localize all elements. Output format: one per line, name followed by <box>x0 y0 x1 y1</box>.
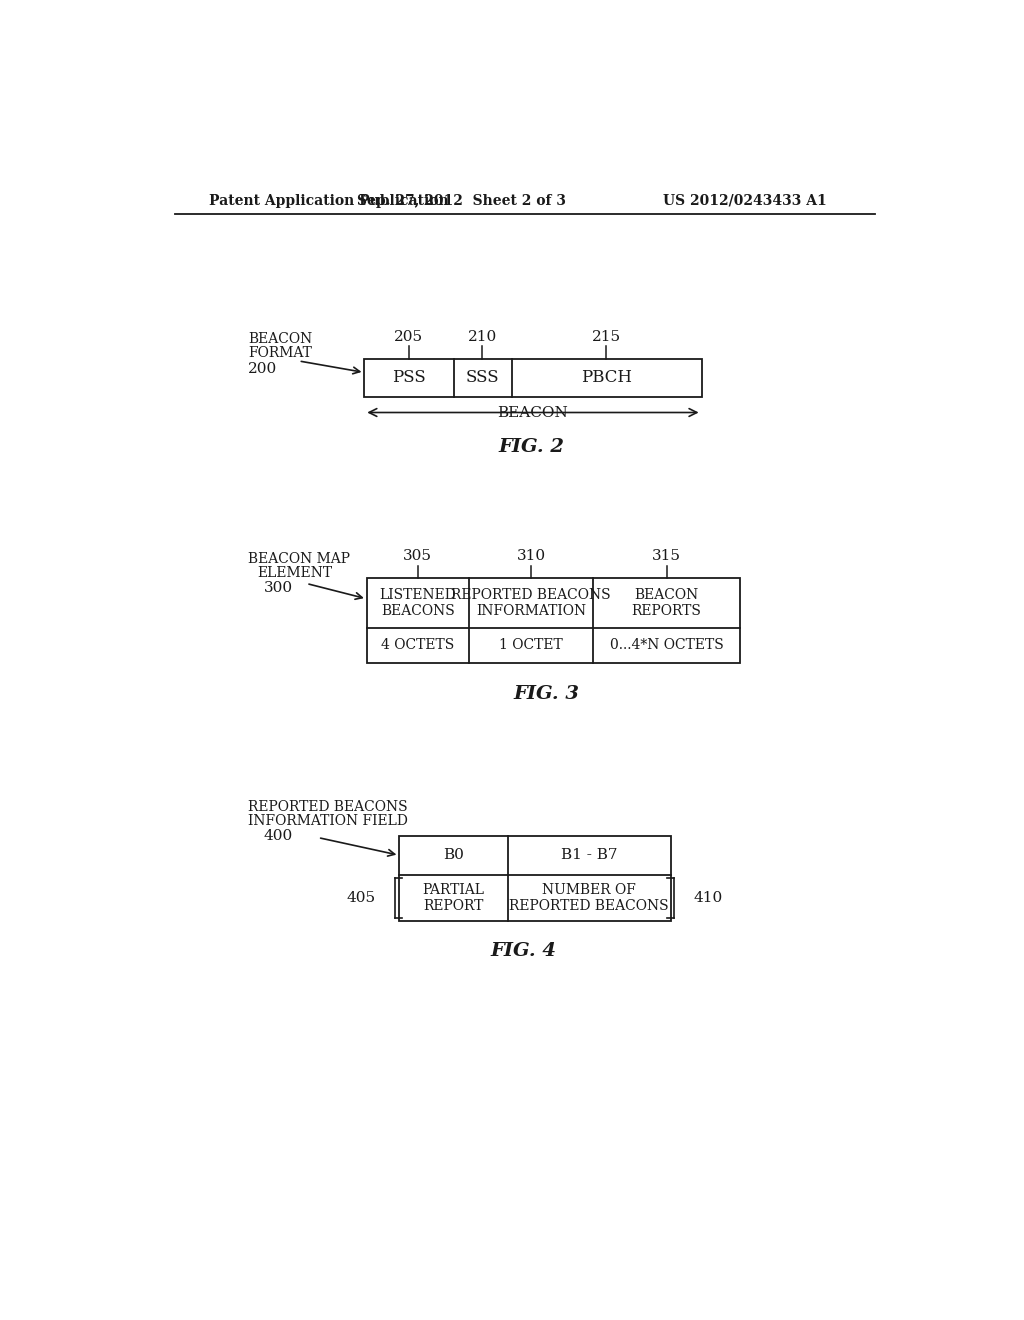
Text: Sep. 27, 2012  Sheet 2 of 3: Sep. 27, 2012 Sheet 2 of 3 <box>356 194 565 207</box>
Text: 315: 315 <box>652 549 681 564</box>
Text: 300: 300 <box>263 581 293 595</box>
Text: NUMBER OF
REPORTED BEACONS: NUMBER OF REPORTED BEACONS <box>509 883 669 912</box>
Text: FIG. 4: FIG. 4 <box>490 942 556 961</box>
Text: B1 - B7: B1 - B7 <box>561 849 617 862</box>
Text: ELEMENT: ELEMENT <box>257 566 333 579</box>
Text: REPORTED BEACONS
INFORMATION: REPORTED BEACONS INFORMATION <box>452 587 610 618</box>
Text: FIG. 2: FIG. 2 <box>498 438 564 457</box>
Text: BEACON
REPORTS: BEACON REPORTS <box>632 587 701 618</box>
Text: FORMAT: FORMAT <box>248 346 312 360</box>
Text: US 2012/0243433 A1: US 2012/0243433 A1 <box>663 194 826 207</box>
Text: BEACON: BEACON <box>498 407 568 420</box>
Text: FIG. 3: FIG. 3 <box>513 685 580 702</box>
Text: 4 OCTETS: 4 OCTETS <box>381 639 455 652</box>
Text: 1 OCTET: 1 OCTET <box>499 639 563 652</box>
Text: PARTIAL
REPORT: PARTIAL REPORT <box>423 883 484 912</box>
Text: Patent Application Publication: Patent Application Publication <box>209 194 449 207</box>
Text: PSS: PSS <box>392 370 426 387</box>
Text: REPORTED BEACONS: REPORTED BEACONS <box>248 800 408 813</box>
Text: PBCH: PBCH <box>581 370 632 387</box>
Bar <box>365 359 701 397</box>
Text: 0...4*N OCTETS: 0...4*N OCTETS <box>609 639 724 652</box>
Bar <box>367 578 740 663</box>
Text: 410: 410 <box>693 891 723 904</box>
Text: 310: 310 <box>516 549 546 564</box>
Text: INFORMATION FIELD: INFORMATION FIELD <box>248 813 408 828</box>
Text: 210: 210 <box>468 330 497 345</box>
Text: 405: 405 <box>347 891 376 904</box>
Text: 215: 215 <box>592 330 621 345</box>
Bar <box>399 836 671 921</box>
Text: 205: 205 <box>394 330 423 345</box>
Text: BEACON: BEACON <box>248 333 312 346</box>
Text: 200: 200 <box>248 362 278 376</box>
Text: BEACON MAP: BEACON MAP <box>248 552 350 566</box>
Text: LISTENED
BEACONS: LISTENED BEACONS <box>380 587 457 618</box>
Text: B0: B0 <box>443 849 464 862</box>
Text: 400: 400 <box>263 829 293 843</box>
Text: SSS: SSS <box>466 370 500 387</box>
Text: 305: 305 <box>403 549 432 564</box>
